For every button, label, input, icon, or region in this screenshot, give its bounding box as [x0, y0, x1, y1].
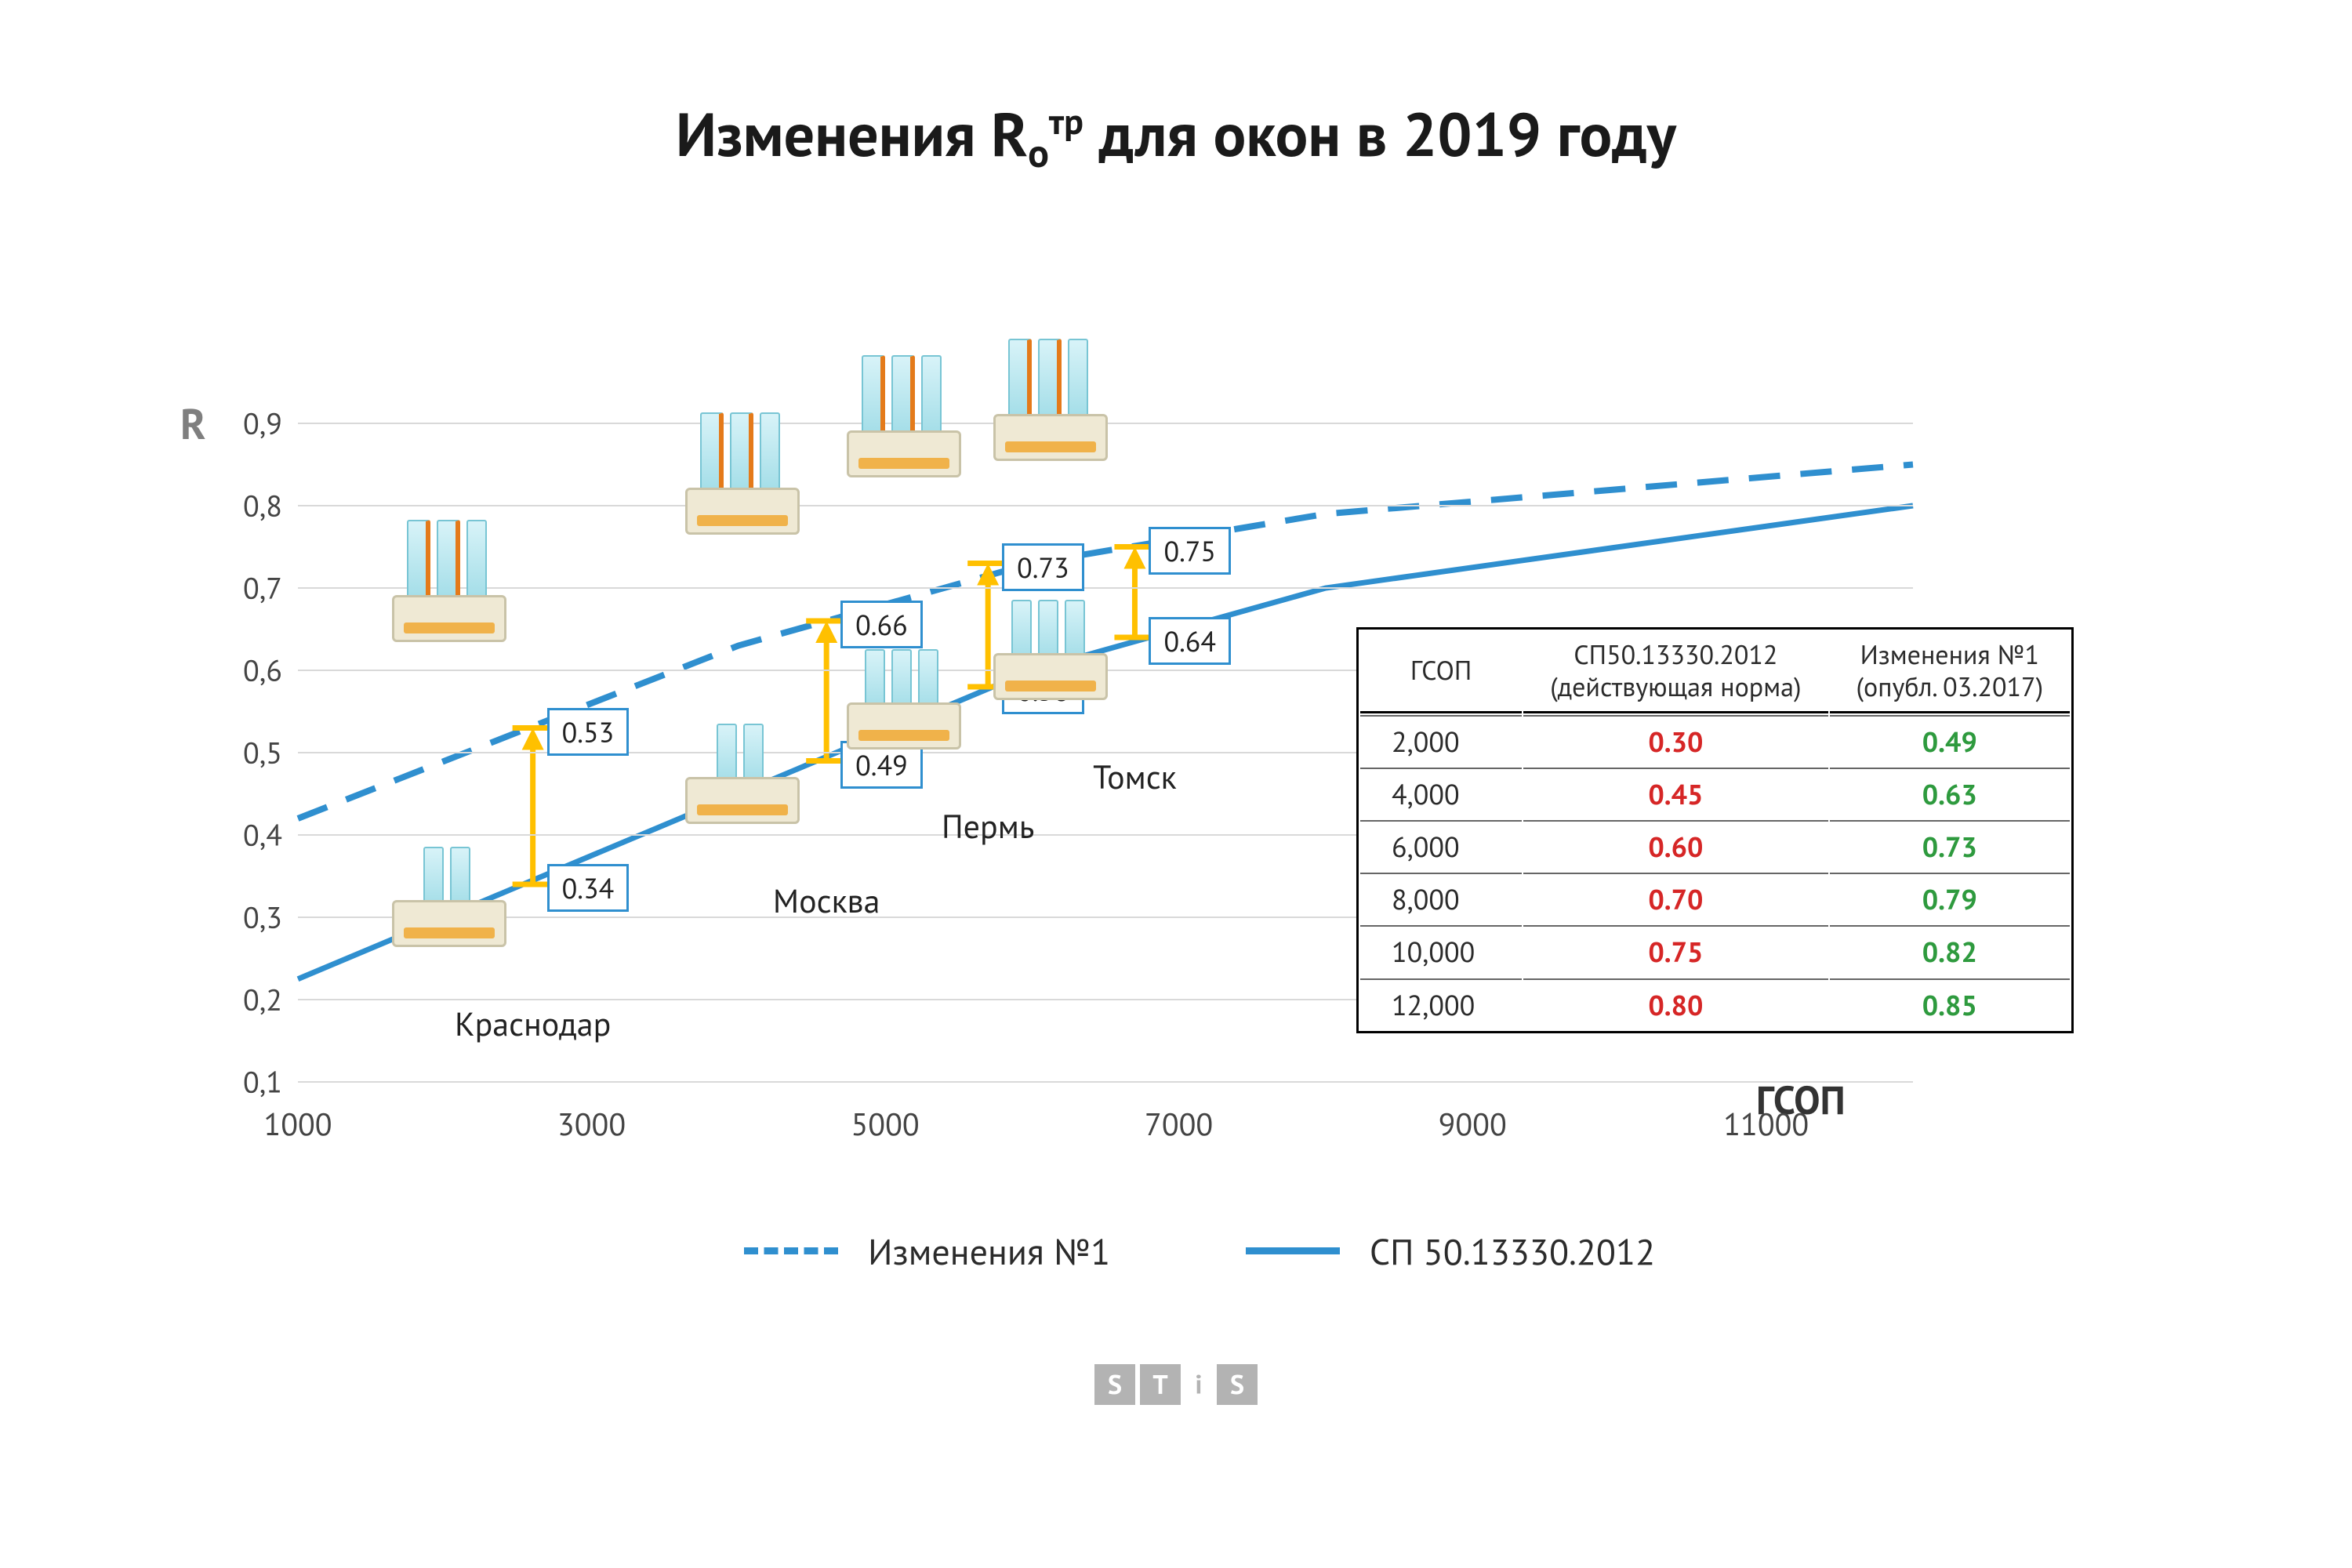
- table-cell: 0.73: [1830, 820, 2071, 871]
- x-tick: 1000: [263, 1104, 332, 1145]
- city-label: Томск: [1093, 755, 1177, 798]
- logo-letter: S: [1094, 1364, 1135, 1405]
- window-icon: [392, 595, 502, 642]
- y-tick: 0,4: [243, 816, 282, 855]
- value-box-low: 0.34: [547, 864, 630, 912]
- table-head: ГСОП: [1360, 631, 1522, 713]
- x-tick: 9000: [1439, 1104, 1507, 1145]
- y-tick: 0,3: [243, 898, 282, 937]
- y-tick: 0,5: [243, 734, 282, 772]
- value-box-low: 0.64: [1149, 617, 1231, 665]
- legend-label-a: Изменения №1: [868, 1228, 1110, 1275]
- city-label: Пермь: [942, 804, 1034, 848]
- x-tick: 11000: [1723, 1104, 1809, 1145]
- table-cell: 0.45: [1523, 768, 1828, 818]
- table-cell: 8,000: [1360, 873, 1522, 924]
- y-tick: 0,1: [243, 1063, 282, 1102]
- table-cell: 0.49: [1830, 715, 2071, 766]
- table-cell: 0.60: [1523, 820, 1828, 871]
- legend: Изменения №1 СП 50.13330.2012: [0, 1223, 2352, 1275]
- x-tick: 7000: [1145, 1104, 1213, 1145]
- table-cell: 0.30: [1523, 715, 1828, 766]
- city-label: Краснодар: [455, 1002, 611, 1045]
- legend-swatch-solid: [1246, 1247, 1340, 1254]
- legend-label-b: СП 50.13330.2012: [1370, 1228, 1655, 1275]
- y-tick: 0,6: [243, 652, 282, 690]
- value-box-high: 0.73: [1002, 543, 1084, 591]
- table-cell: 10,000: [1360, 925, 1522, 976]
- window-icon: [993, 653, 1103, 700]
- table-row: 12,0000.800.85: [1360, 978, 2070, 1029]
- y-axis-label: R: [180, 396, 206, 451]
- table-row: 10,0000.750.82: [1360, 925, 2070, 976]
- table-cell: 12,000: [1360, 978, 1522, 1029]
- table-cell: 0.75: [1523, 925, 1828, 976]
- city-label: Москва: [773, 879, 880, 922]
- footer-logo: STiS: [1094, 1364, 1258, 1405]
- logo-letter: S: [1217, 1364, 1258, 1405]
- table-cell: 4,000: [1360, 768, 1522, 818]
- table-cell: 0.82: [1830, 925, 2071, 976]
- table-row: 4,0000.450.63: [1360, 768, 2070, 818]
- logo-letter: T: [1140, 1364, 1181, 1405]
- page-title: Изменения Rотр для окон в 2019 году: [0, 94, 2352, 178]
- x-tick: 5000: [851, 1104, 919, 1145]
- table-head: Изменения №1(опубл. 03.2017): [1830, 631, 2071, 713]
- y-tick: 0,8: [243, 487, 282, 525]
- window-icon: [993, 414, 1103, 461]
- window-icon: [685, 777, 795, 824]
- table-row: 6,0000.600.73: [1360, 820, 2070, 871]
- window-icon: [685, 488, 795, 535]
- table-cell: 0.79: [1830, 873, 2071, 924]
- value-box-high: 0.75: [1149, 527, 1231, 575]
- table-cell: 0.70: [1523, 873, 1828, 924]
- table-cell: 6,000: [1360, 820, 1522, 871]
- y-tick: 0,9: [243, 405, 282, 443]
- table-cell: 0.85: [1830, 978, 2071, 1029]
- table-head: СП50.13330.2012(действующая норма): [1523, 631, 1828, 713]
- y-tick: 0,7: [243, 569, 282, 608]
- window-icon: [392, 900, 502, 947]
- table-cell: 0.63: [1830, 768, 2071, 818]
- table-cell: 0.80: [1523, 978, 1828, 1029]
- table-cell: 2,000: [1360, 715, 1522, 766]
- value-box-high: 0.53: [547, 708, 630, 756]
- window-icon: [847, 430, 956, 477]
- logo-letter: i: [1185, 1364, 1212, 1405]
- data-table: ГСОПСП50.13330.2012(действующая норма)Из…: [1356, 627, 2074, 1033]
- table-row: 2,0000.300.49: [1360, 715, 2070, 766]
- value-box-high: 0.66: [840, 601, 923, 648]
- y-tick: 0,2: [243, 981, 282, 1019]
- legend-swatch-dash: [744, 1247, 838, 1254]
- x-tick: 3000: [557, 1104, 626, 1145]
- table-row: 8,0000.700.79: [1360, 873, 2070, 924]
- window-icon: [847, 702, 956, 750]
